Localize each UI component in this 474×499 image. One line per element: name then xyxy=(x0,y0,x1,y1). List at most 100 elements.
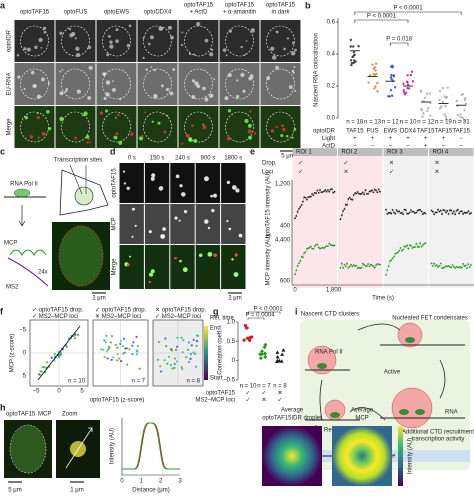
trace-point xyxy=(424,212,427,215)
dot xyxy=(427,106,430,110)
speckle xyxy=(129,255,132,258)
check: ✕ xyxy=(435,161,440,167)
speckle xyxy=(231,258,234,261)
table-cell: TAF15 xyxy=(346,129,364,135)
speckle xyxy=(126,263,130,267)
scale-label: 2 μm xyxy=(228,296,241,302)
tick-label: 0.0 xyxy=(327,116,336,122)
dot xyxy=(374,69,377,72)
table-cell: + xyxy=(424,144,428,150)
micrograph xyxy=(96,63,137,105)
profile-arrow xyxy=(65,427,93,469)
dot xyxy=(136,350,139,353)
speckle xyxy=(291,69,295,73)
subplot-header: ✓ MS2–MCP loci xyxy=(32,314,78,320)
speckle xyxy=(247,123,252,128)
nucleus-outline xyxy=(225,111,254,143)
axis-title: MCP intensity (AU) xyxy=(266,235,272,286)
p-value: P = 0.018 xyxy=(386,37,412,43)
table-cell: − xyxy=(389,144,393,150)
nucleus-outline xyxy=(184,68,213,100)
condensate xyxy=(397,322,423,348)
table-cell: + xyxy=(406,136,410,142)
dot xyxy=(65,345,69,348)
speckle xyxy=(17,75,21,79)
axis-title: optoTAF15 intensity (AU) xyxy=(266,172,272,239)
speckle xyxy=(170,35,174,40)
column-header: optoTAF15 xyxy=(266,3,296,9)
speckle xyxy=(179,184,183,188)
check: ✕ xyxy=(389,161,394,167)
speckle xyxy=(112,80,114,83)
axis-title: optoTAF15 (z-score) xyxy=(90,398,145,404)
trace xyxy=(340,262,381,269)
nucleus-outline xyxy=(225,68,254,100)
row-label: EU-RNA xyxy=(7,72,13,95)
speckle xyxy=(242,89,246,93)
dot xyxy=(461,116,464,120)
speckle xyxy=(16,54,20,57)
tick-label: 2 xyxy=(159,479,163,485)
check: ✓ xyxy=(261,391,266,397)
speckle xyxy=(148,280,152,284)
table-row-label: Light xyxy=(322,136,335,142)
dot xyxy=(406,80,409,84)
dot xyxy=(441,86,445,90)
speckle xyxy=(115,132,119,136)
speckle xyxy=(236,79,239,82)
micrograph xyxy=(119,204,144,244)
dot xyxy=(352,61,356,64)
speckle xyxy=(194,81,199,86)
check: ✕ xyxy=(261,398,266,404)
pol-ii xyxy=(405,337,415,343)
dot xyxy=(128,348,131,351)
trace xyxy=(294,188,335,219)
axis-title: Distance (μm) xyxy=(132,488,169,494)
subplot-header: ✓ MS2–MCP loci xyxy=(155,314,201,320)
pol-ii xyxy=(330,412,340,418)
tick-label: 5 xyxy=(23,374,27,380)
nucleus-outline xyxy=(102,68,131,100)
speckle xyxy=(227,109,232,113)
speckle xyxy=(267,87,269,90)
dot xyxy=(402,82,405,86)
dot xyxy=(122,352,125,355)
speckle xyxy=(195,21,201,27)
speckle xyxy=(174,216,178,220)
dot xyxy=(186,348,190,351)
dot xyxy=(248,338,252,342)
n-label: n = 10 xyxy=(400,120,418,126)
tick-label: 0 xyxy=(57,389,61,395)
dot xyxy=(46,361,49,364)
p-value: P < 0.0001 xyxy=(253,307,283,313)
dot xyxy=(258,356,263,361)
dot xyxy=(260,351,265,356)
dot xyxy=(391,65,394,69)
micrograph xyxy=(260,106,301,148)
tick-label: 1 xyxy=(140,479,144,485)
speckle xyxy=(293,66,296,69)
panel-label: c xyxy=(0,146,5,156)
profile-line xyxy=(122,422,180,470)
dot xyxy=(275,358,280,363)
dot xyxy=(119,342,122,346)
dot xyxy=(192,351,195,354)
panel-label: g xyxy=(213,306,219,316)
speckle xyxy=(126,186,130,190)
speckle xyxy=(89,141,92,144)
dot xyxy=(374,62,378,65)
dot xyxy=(259,349,264,354)
diagram-label: RNA Pol II xyxy=(315,350,343,356)
speckle xyxy=(293,128,297,131)
speckle xyxy=(165,87,170,92)
dot xyxy=(438,98,441,102)
speckle xyxy=(26,47,31,52)
speckle xyxy=(115,28,119,32)
dot xyxy=(192,338,195,341)
dot xyxy=(194,365,198,368)
table-row-label: optoTAF15 xyxy=(206,391,236,397)
speckle xyxy=(158,26,163,31)
tick-label: 600 xyxy=(280,279,291,285)
dot xyxy=(371,63,374,66)
colorbar-title: Rel. time xyxy=(210,316,234,322)
